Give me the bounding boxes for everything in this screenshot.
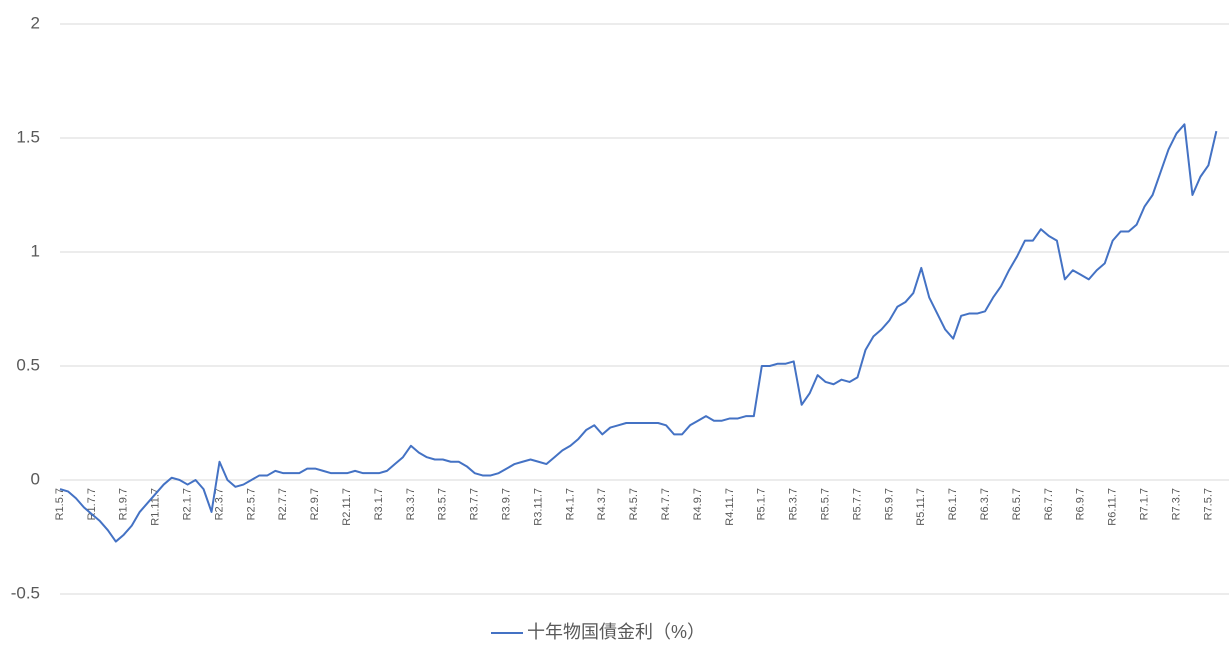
x-tick-label: R3.1.7 [373,488,385,520]
x-tick-label: R4.11.7 [724,488,736,526]
x-tick-label: R5.5.7 [820,488,832,520]
x-tick-label: R3.7.7 [469,488,481,520]
y-tick-label: 1.5 [16,127,40,146]
data-line [59,123,1218,543]
x-tick-label: R3.3.7 [405,488,417,520]
x-tick-label: R7.1.7 [1139,488,1151,520]
x-tick-label: R4.5.7 [628,488,640,520]
x-tick-label: R2.5.7 [245,488,257,520]
x-tick-label: R6.1.7 [947,488,959,520]
y-tick-label: 2 [31,13,40,32]
y-tick-label: 1 [31,241,40,260]
x-tick-label: R5.7.7 [851,488,863,520]
x-tick-label: R2.1.7 [182,488,194,520]
x-tick-label: R1.5.7 [54,488,66,520]
x-tick-label: R5.11.7 [915,488,927,526]
y-tick-label: -0.5 [11,583,40,602]
x-tick-label: R6.11.7 [1107,488,1119,526]
x-tick-label: R4.3.7 [596,488,608,520]
x-tick-label: R5.9.7 [883,488,895,520]
x-tick-label: R7.5.7 [1202,488,1214,520]
x-tick-label: R7.3.7 [1170,488,1182,520]
x-tick-label: R1.9.7 [118,488,130,520]
x-tick-label: R6.5.7 [1011,488,1023,520]
x-tick-label: R2.11.7 [341,488,353,526]
x-tick-label: R6.7.7 [1043,488,1055,520]
y-tick-label: 0.5 [16,355,40,374]
x-tick-label: R1.7.7 [86,488,98,520]
x-tick-label: R6.9.7 [1075,488,1087,520]
x-tick-label: R3.11.7 [532,488,544,526]
x-tick-label: R4.1.7 [564,488,576,520]
x-tick-label: R5.3.7 [788,488,800,520]
x-tick-label: R2.9.7 [309,488,321,520]
x-tick-label: R3.5.7 [437,488,449,520]
x-tick-label: R2.7.7 [277,488,289,520]
x-tick-label: R4.9.7 [692,488,704,520]
x-tick-label: R4.7.7 [660,488,672,520]
x-tick-label: R6.3.7 [979,488,991,520]
x-tick-label: R2.3.7 [213,488,225,520]
y-tick-label: 0 [31,469,40,488]
x-tick-label: R3.9.7 [501,488,513,520]
legend-label: 十年物国債金利（%） [527,622,705,642]
x-tick-label: R5.1.7 [756,488,768,520]
